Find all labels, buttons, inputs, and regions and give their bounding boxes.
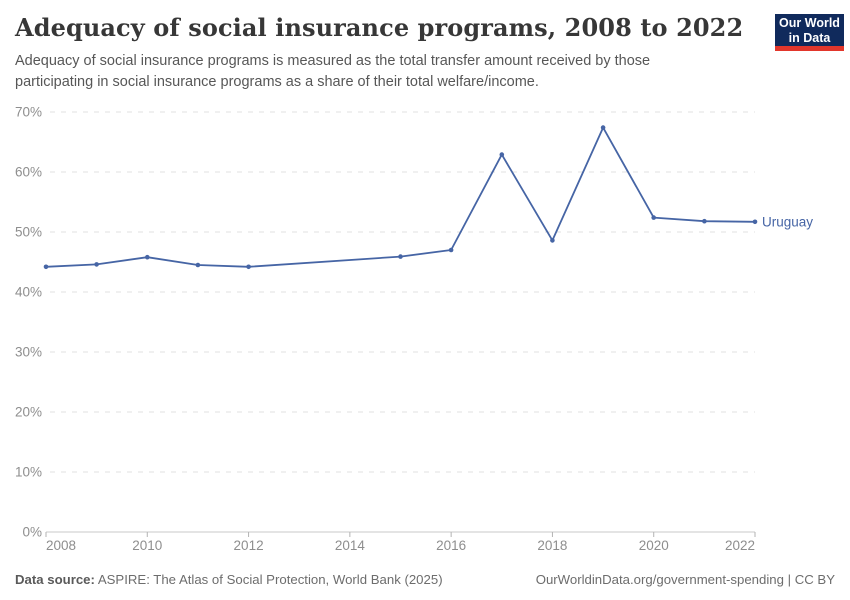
y-tick-label: 0% — [22, 525, 42, 540]
page-title: Adequacy of social insurance programs, 2… — [15, 13, 744, 42]
data-point[interactable] — [651, 215, 656, 220]
data-point[interactable] — [94, 262, 99, 267]
x-tick-label: 2010 — [132, 538, 162, 553]
y-tick-label: 30% — [15, 345, 42, 360]
data-point[interactable] — [43, 264, 49, 270]
data-source: Data source: ASPIRE: The Atlas of Social… — [15, 572, 443, 587]
data-point[interactable] — [600, 125, 606, 130]
data-point[interactable] — [499, 152, 505, 157]
owid-logo-line1: Our World — [779, 16, 840, 30]
chart-subtitle: Adequacy of social insurance programs is… — [15, 53, 651, 90]
data-point[interactable] — [398, 254, 403, 259]
series-end-label[interactable]: Uruguay — [762, 214, 813, 229]
chart-footer: Data source: ASPIRE: The Atlas of Social… — [15, 572, 835, 587]
credit-link[interactable]: OurWorldinData.org/government-spending |… — [535, 572, 835, 587]
x-tick-label: 2014 — [335, 538, 366, 553]
data-source-label: Data source: — [15, 572, 95, 587]
data-point[interactable] — [448, 247, 454, 253]
data-point[interactable] — [752, 219, 758, 225]
data-source-text: ASPIRE: The Atlas of Social Protection, … — [94, 572, 443, 587]
owid-logo-line2: in Data — [788, 30, 831, 45]
data-point[interactable] — [246, 264, 251, 270]
x-tick-label: 2020 — [639, 538, 669, 553]
y-tick-label: 60% — [15, 165, 42, 180]
data-point[interactable] — [195, 262, 201, 268]
owid-logo: Our World in Data — [775, 14, 844, 51]
y-tick-label: 40% — [15, 285, 42, 300]
x-tick-label: 2012 — [234, 538, 264, 553]
y-tick-label: 50% — [15, 225, 42, 240]
data-point[interactable] — [702, 218, 707, 224]
x-tick-label: 2018 — [537, 538, 567, 553]
y-tick-label: 20% — [15, 405, 42, 420]
series-line[interactable] — [45, 126, 756, 268]
chart: 0% 10% 20% 30% 40% 50% 60% 70% 2008 2010 2012 2014 2… — [0, 95, 850, 565]
x-tick-label: 2022 — [725, 538, 755, 553]
x-tick-label: 2016 — [436, 538, 466, 553]
x-tick-label: 2008 — [46, 538, 76, 553]
y-tick-label: 70% — [15, 105, 42, 120]
data-point[interactable] — [145, 254, 150, 260]
y-tick-label: 10% — [15, 465, 42, 480]
data-point[interactable] — [550, 238, 555, 243]
chart-svg: 0% 10% 20% 30% 40% 50% 60% 70% 2008 2010 2012 2014 2… — [15, 105, 813, 554]
